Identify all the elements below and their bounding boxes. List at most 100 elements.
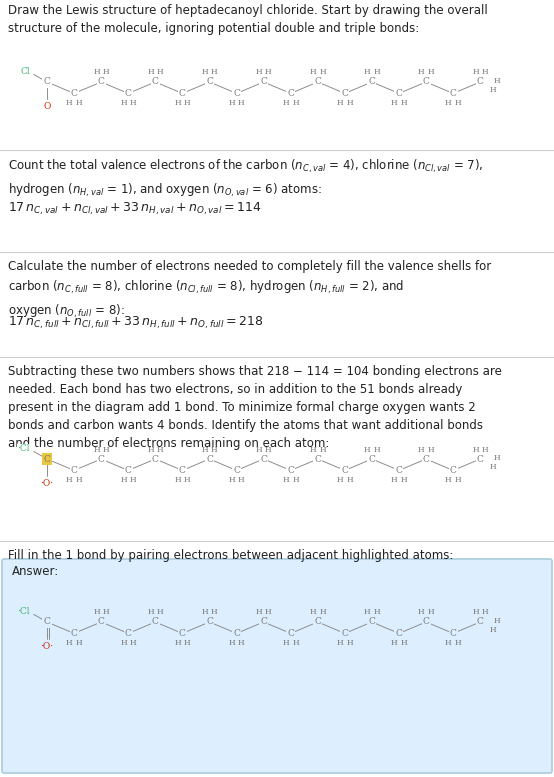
Text: H: H	[238, 639, 244, 647]
Text: H: H	[283, 639, 289, 647]
Text: C: C	[44, 78, 50, 86]
Text: H: H	[481, 608, 488, 616]
Text: C: C	[287, 629, 294, 638]
Text: C: C	[206, 78, 213, 86]
Text: H: H	[310, 68, 316, 76]
Text: H: H	[489, 625, 496, 633]
Text: C: C	[477, 455, 484, 464]
Text: C: C	[396, 629, 402, 638]
Text: H: H	[228, 99, 235, 107]
Text: H: H	[346, 99, 353, 107]
Text: C: C	[233, 629, 240, 638]
Text: C: C	[450, 629, 456, 638]
Text: H: H	[130, 99, 136, 107]
Text: Draw the Lewis structure of heptadecanoyl chloride. Start by drawing the overall: Draw the Lewis structure of heptadecanoy…	[8, 4, 488, 35]
Text: C: C	[179, 89, 186, 98]
Text: C: C	[152, 455, 159, 464]
Text: Fill in the 1 bond by pairing electrons between adjacent highlighted atoms:: Fill in the 1 bond by pairing electrons …	[8, 549, 453, 562]
Text: H: H	[102, 608, 109, 616]
Text: C: C	[477, 618, 484, 626]
Text: H: H	[120, 639, 127, 647]
Text: H: H	[255, 68, 262, 76]
Text: H: H	[75, 639, 82, 647]
Text: H: H	[494, 454, 501, 462]
Text: H: H	[494, 77, 501, 85]
Text: H: H	[472, 445, 479, 454]
Text: H: H	[373, 608, 380, 616]
Text: H: H	[337, 476, 343, 484]
Text: H: H	[184, 476, 191, 484]
Text: C: C	[152, 618, 159, 626]
Text: H: H	[319, 68, 326, 76]
Text: C: C	[314, 455, 321, 464]
Text: C: C	[71, 89, 78, 98]
Text: H: H	[102, 445, 109, 454]
Text: ·O·: ·O·	[40, 642, 54, 651]
Text: C: C	[368, 78, 376, 86]
Text: H: H	[391, 639, 398, 647]
Text: H: H	[455, 639, 461, 647]
Text: C: C	[179, 629, 186, 638]
Text: C: C	[450, 89, 456, 98]
Text: C: C	[423, 618, 429, 626]
Text: H: H	[292, 476, 299, 484]
Text: H: H	[292, 99, 299, 107]
Text: C: C	[152, 78, 159, 86]
Text: Cl: Cl	[20, 67, 30, 76]
Text: H: H	[130, 639, 136, 647]
Text: H: H	[401, 476, 407, 484]
Text: H: H	[147, 608, 154, 616]
Text: C: C	[287, 466, 294, 475]
Text: H: H	[346, 639, 353, 647]
Text: H: H	[494, 617, 501, 625]
Text: C: C	[233, 466, 240, 475]
Text: O: O	[43, 102, 50, 111]
Text: H: H	[175, 476, 181, 484]
Text: C: C	[71, 466, 78, 475]
Text: H: H	[130, 476, 136, 484]
Text: H: H	[184, 639, 191, 647]
Text: H: H	[157, 445, 163, 454]
Text: H: H	[75, 476, 82, 484]
Text: H: H	[428, 608, 434, 616]
Text: H: H	[401, 99, 407, 107]
Text: H: H	[481, 445, 488, 454]
Text: H: H	[211, 68, 218, 76]
Text: H: H	[184, 99, 191, 107]
Text: C: C	[423, 455, 429, 464]
Text: H: H	[391, 476, 398, 484]
Text: H: H	[93, 608, 100, 616]
Text: ·O·: ·O·	[40, 479, 54, 488]
Text: H: H	[310, 445, 316, 454]
Text: C: C	[98, 455, 105, 464]
Text: H: H	[481, 68, 488, 76]
Text: H: H	[238, 476, 244, 484]
Text: H: H	[66, 639, 73, 647]
Text: H: H	[283, 99, 289, 107]
Text: H: H	[265, 608, 271, 616]
Text: H: H	[211, 445, 218, 454]
Text: C: C	[125, 466, 132, 475]
Text: C: C	[341, 89, 348, 98]
Text: H: H	[228, 639, 235, 647]
FancyBboxPatch shape	[2, 559, 552, 773]
Text: H: H	[364, 445, 371, 454]
Text: C: C	[396, 466, 402, 475]
Text: H: H	[445, 99, 452, 107]
Text: H: H	[157, 608, 163, 616]
Text: H: H	[265, 445, 271, 454]
Text: C: C	[260, 455, 267, 464]
Text: C: C	[314, 78, 321, 86]
Text: H: H	[238, 99, 244, 107]
Text: H: H	[75, 99, 82, 107]
Text: C: C	[450, 466, 456, 475]
Text: H: H	[364, 608, 371, 616]
Text: H: H	[120, 99, 127, 107]
Text: H: H	[102, 68, 109, 76]
Text: H: H	[93, 445, 100, 454]
Text: H: H	[255, 608, 262, 616]
Text: H: H	[283, 476, 289, 484]
Text: H: H	[418, 445, 424, 454]
Text: H: H	[418, 68, 424, 76]
Text: H: H	[157, 68, 163, 76]
